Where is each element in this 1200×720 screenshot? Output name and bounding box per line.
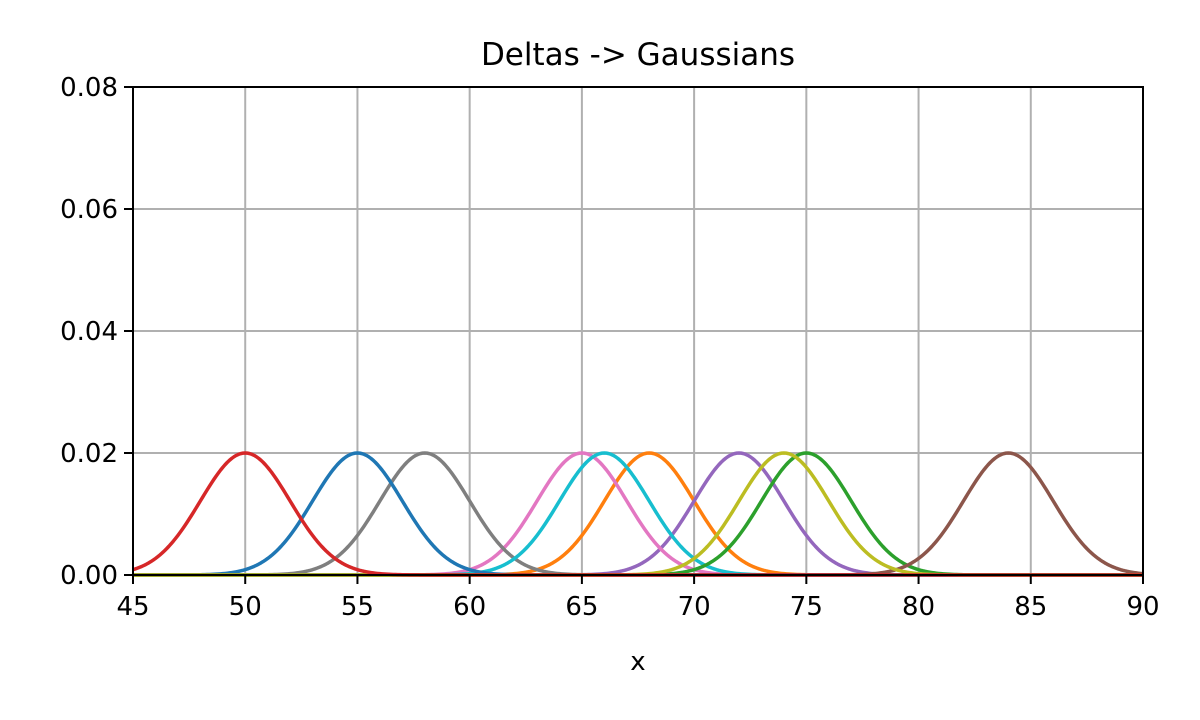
x-tick-label: 60 bbox=[453, 592, 486, 622]
x-tick-label: 90 bbox=[1126, 592, 1159, 622]
series-layer bbox=[132, 451, 1144, 577]
gaussian-curve-66 bbox=[133, 451, 1143, 577]
gaussian-curve-65 bbox=[133, 451, 1143, 577]
gaussian-curve-55 bbox=[133, 451, 1143, 577]
x-axis-label: x bbox=[630, 647, 645, 677]
x-tick-label: 85 bbox=[1014, 592, 1047, 622]
x-tick-label: 45 bbox=[116, 592, 149, 622]
gaussian-curve-72 bbox=[133, 451, 1143, 577]
x-tick-label: 55 bbox=[341, 592, 374, 622]
gaussian-curve-74 bbox=[133, 451, 1143, 577]
x-tick-label: 80 bbox=[902, 592, 935, 622]
y-tick-label: 0.02 bbox=[60, 439, 118, 469]
y-tick-label: 0.08 bbox=[60, 73, 118, 103]
y-tick-label: 0.06 bbox=[60, 195, 118, 225]
gaussian-curve-58 bbox=[133, 451, 1143, 577]
gaussian-curve-75 bbox=[133, 451, 1143, 577]
gaussian-curve-68 bbox=[133, 451, 1143, 577]
gaussian-curve-50 bbox=[132, 451, 1143, 577]
x-tick-label: 70 bbox=[678, 592, 711, 622]
axis-ticks: 45 50 55 60 65 70 75 80 85 90 0.00 0.02 0.04 0.06 0.08 bbox=[60, 73, 1159, 622]
x-tick-label: 75 bbox=[790, 592, 823, 622]
x-tick-label: 65 bbox=[565, 592, 598, 622]
chart-title: Deltas -> Gaussians bbox=[481, 37, 795, 73]
y-tick-label: 0.00 bbox=[60, 561, 118, 591]
gaussian-curve-84 bbox=[133, 451, 1144, 577]
x-tick-label: 50 bbox=[229, 592, 262, 622]
grid bbox=[132, 86, 1144, 576]
y-tick-label: 0.04 bbox=[60, 317, 118, 347]
